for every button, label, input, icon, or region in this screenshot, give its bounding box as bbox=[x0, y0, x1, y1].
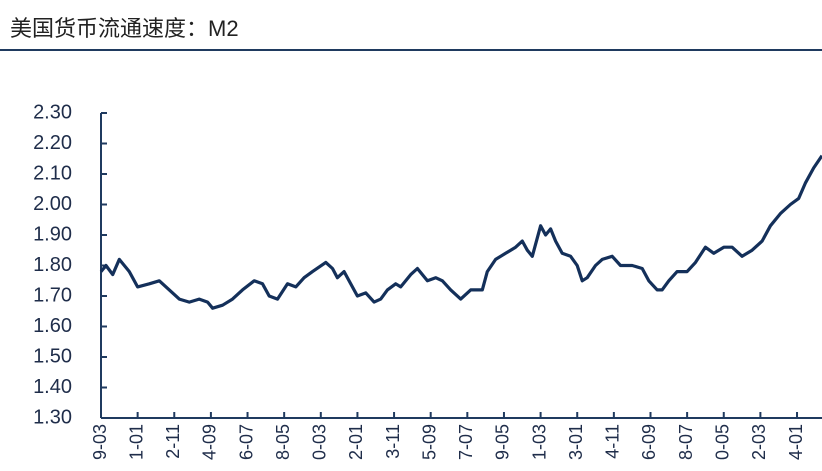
x-tick-label: 0-03 bbox=[310, 424, 330, 460]
y-tick-label: 1.70 bbox=[33, 284, 72, 306]
x-tick-label: 3-11 bbox=[383, 424, 403, 459]
x-tick-label: 4-09 bbox=[200, 424, 220, 460]
x-tick-label: 9-03 bbox=[90, 424, 110, 460]
chart-title: 美国货币流通速度：M2 bbox=[10, 16, 239, 41]
x-tick-label: 6-07 bbox=[236, 424, 256, 460]
x-tick-label: 2-01 bbox=[346, 424, 366, 460]
y-tick-label: 1.30 bbox=[33, 406, 72, 428]
y-tick-label: 1.80 bbox=[33, 254, 72, 276]
y-tick-label: 1.40 bbox=[33, 376, 72, 398]
x-tick-label: 1-03 bbox=[529, 424, 549, 460]
y-tick-label: 2.20 bbox=[33, 132, 72, 154]
y-tick-label: 2.30 bbox=[33, 101, 72, 123]
x-tick-label: 0-05 bbox=[713, 424, 733, 460]
x-tick-label: 5-09 bbox=[419, 424, 439, 460]
x-tick-label: 6-09 bbox=[639, 424, 659, 460]
x-tick-label: 9-05 bbox=[493, 424, 513, 460]
x-tick-label: 8-07 bbox=[676, 424, 696, 460]
series-line bbox=[99, 154, 822, 310]
y-tick-label: 1.60 bbox=[33, 315, 72, 337]
y-tick-label: 2.00 bbox=[33, 193, 72, 215]
x-tick-label: 7-07 bbox=[456, 424, 476, 460]
y-tick-label: 2.10 bbox=[33, 162, 72, 184]
y-tick-label: 1.90 bbox=[33, 223, 72, 245]
x-tick-label: 4-01 bbox=[786, 424, 806, 460]
x-tick-label: 2-03 bbox=[749, 424, 769, 460]
x-tick-label: 8-05 bbox=[273, 424, 293, 460]
x-tick-label: 3-01 bbox=[566, 424, 586, 460]
x-tick-label: 1-01 bbox=[126, 424, 146, 460]
x-tick-label: 2-11 bbox=[163, 424, 183, 459]
x-tick-label: 4-11 bbox=[603, 424, 623, 459]
y-tick-label: 1.50 bbox=[33, 345, 72, 367]
